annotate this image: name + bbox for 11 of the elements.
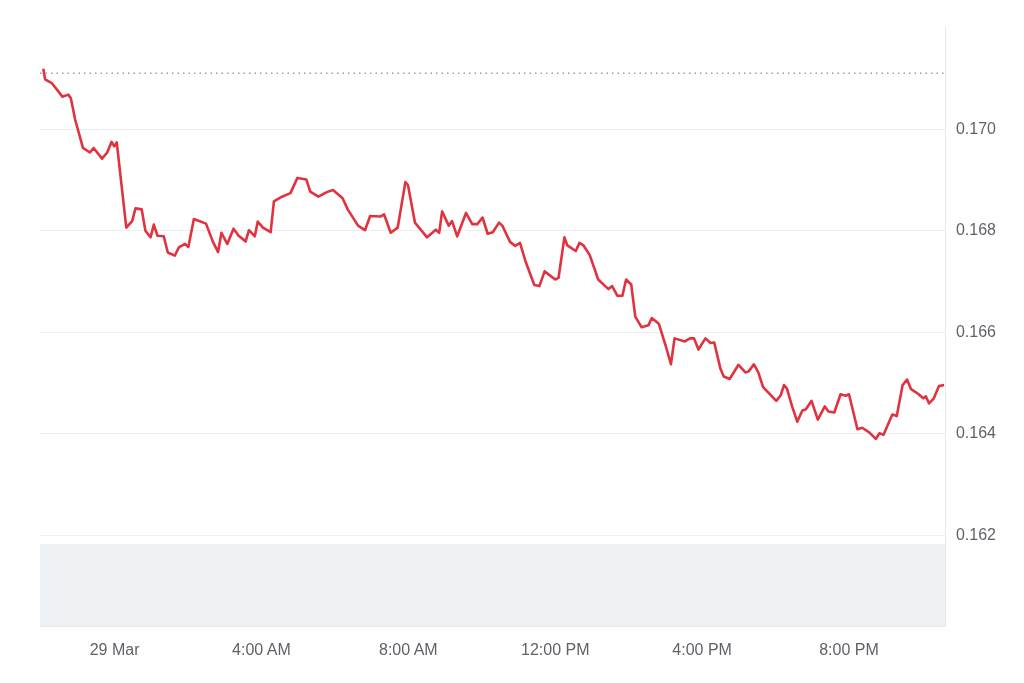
y-tick-label: 0.168 <box>955 221 997 239</box>
x-tick-label: 29 Mar <box>89 640 141 658</box>
y-tick-label: 0.162 <box>955 525 997 543</box>
x-tick-label: 4:00 AM <box>232 640 291 658</box>
y-tick-label: 0.164 <box>955 424 997 442</box>
x-tick-label: 12:00 PM <box>520 640 590 658</box>
x-tick-label: 4:00 PM <box>672 640 732 658</box>
x-tick-label: 8:00 AM <box>378 640 438 658</box>
x-tick-label: 8:00 PM <box>819 640 879 658</box>
y-tick-label: 0.166 <box>955 322 997 340</box>
y-tick-label: 0.170 <box>955 119 997 137</box>
